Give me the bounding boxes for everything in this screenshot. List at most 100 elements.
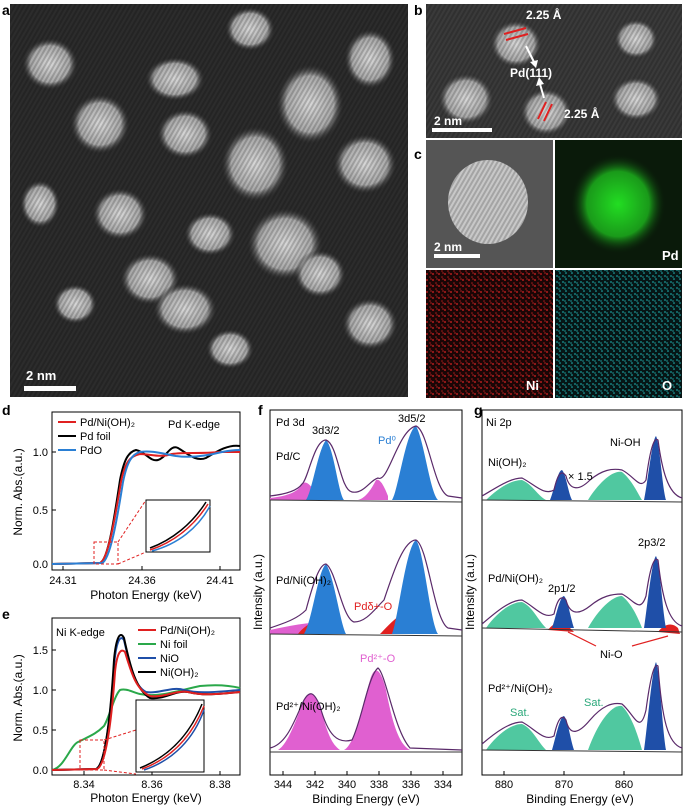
spacing-marker-top [503,27,527,35]
arrow-bottom [539,83,545,99]
panel-letter-a: a [2,2,10,18]
ann-nio: Ni-O [600,649,623,661]
plane-label: Pd(111) [510,66,553,80]
nanoparticle-field [10,4,408,397]
xtick-d-2: 24.41 [206,575,234,587]
peak-pdc-52 [392,426,438,500]
map-label-pd: Pd [662,248,679,263]
peak-label-52: 3d5/2 [398,413,426,425]
ytick-e-3: 1.5 [33,645,48,657]
eds-maps-c: 2 nm Pd Ni O [426,140,682,398]
xlabel-d: Photon Energy (keV) [90,588,201,602]
panel-letter-b: b [414,2,423,18]
xtick-g-0: 880 [495,779,513,791]
sample-g-1: Pd/Ni(OH)₂ [488,573,543,585]
ann-2p12: 2p1/2 [548,583,576,595]
legend-d-0: Pd/Ni(OH)₂ [80,417,135,429]
xtick-f-5: 334 [434,779,452,791]
scalebar-label-a: 2 nm [26,368,57,383]
xtick-d-1: 24.36 [128,575,156,587]
scalebar-b [432,128,492,132]
ylabel-d: Norm. Abs.(a.u.) [11,448,25,535]
xtick-e-0: 8.34 [73,779,94,791]
legend-d-2: PdO [80,445,102,457]
edge-label-d: Pd K-edge [168,419,220,431]
haadf-image-a: 2 nm [10,4,408,397]
xtick-e-2: 8.38 [209,779,230,791]
inset-region-e [79,739,105,771]
ann-pd2: Pd²⁺-O [360,653,396,665]
legend-e-3: Ni(OH)₂ [160,667,198,679]
ann-pd0: Pd⁰ [378,435,396,447]
ann-nioh: Ni-OH [610,437,641,449]
title-f: Pd 3d [276,417,305,429]
xtick-f-3: 338 [370,779,388,791]
curve-pd-foil [51,444,241,565]
panel-letter-d: d [2,402,11,418]
xtick-f-4: 336 [402,779,420,791]
inset-d [145,499,211,553]
scalebar-a [24,386,76,391]
spacing-label-bottom: 2.25 Å [564,107,600,121]
sample-f-2: Pd²⁺/Ni(OH)₂ [276,701,340,713]
ylabel-e: Norm. Abs.(a.u.) [11,654,25,741]
scalebar-c [434,254,480,258]
ytick-e-1: 0.5 [33,725,48,737]
ni-map [426,270,553,398]
sample-g-0: Ni(OH)₂ [488,457,526,469]
ytick-d-0: 0.0 [33,559,48,571]
spacing-marker-bottom [537,101,547,120]
spacing-label-top: 2.25 Å [526,8,562,22]
ann-pddelta: Pdδ+-O [354,601,393,613]
xtick-g-2: 860 [615,779,633,791]
peak-pd2-52 [344,670,410,750]
peak-pd2-ni [644,662,666,750]
scalebar-label-c: 2 nm [434,240,463,254]
xtick-e-1: 8.36 [141,779,162,791]
xtick-d-0: 24.31 [49,575,77,587]
eds-map-grid [426,140,682,398]
panel-letter-e: e [2,606,10,622]
peak-label-32: 3d3/2 [312,425,340,437]
legend-e-0: Pd/Ni(OH)₂ [160,625,215,637]
panel-letter-c: c [414,146,422,162]
xanes-pd-chart: 0.0 0.5 1.0 24.31 24.36 24.41 Photon Ene… [11,411,241,602]
ann-sat-2: Sat. [584,697,604,709]
map-label-ni: Ni [526,378,539,393]
title-g: Ni 2p [486,417,512,429]
peak-pd2-32 [278,693,340,750]
edge-label-e: Ni K-edge [56,627,105,639]
peak-nioh-top [644,436,666,500]
xps-pd3d-chart: 344 342 340 338 336 334 Binding Energy (… [251,409,463,806]
legend-e-2: NiO [160,653,179,665]
ytick-e-2: 1.0 [33,685,48,697]
legend-d-1: Pd foil [80,431,111,443]
o-map [555,270,682,398]
ytick-d-1: 0.5 [33,505,48,517]
panel-letter-g: g [474,402,483,418]
panel-letter-f: f [258,402,263,418]
xanes-ni-chart: 0.0 0.5 1.0 1.5 8.34 8.36 8.38 Photon En… [11,617,241,805]
ylabel-f: Intensity (a.u.) [251,554,265,630]
inset-region-d [93,541,119,565]
curve-ni-foil [51,684,241,771]
curve-pdo [51,449,241,565]
xtick-f-0: 344 [274,779,292,791]
nanoparticle-lattice [426,4,682,138]
ytick-d-2: 1.0 [33,447,48,459]
curve-pd-nioh2-ni [51,649,241,771]
xlabel-f: Binding Energy (eV) [312,792,419,806]
legend-e-1: Ni foil [160,639,188,651]
hrtem-image-b: 2.25 Å Pd(111) 2.25 Å 2 nm [426,4,682,138]
scalebar-label-b: 2 nm [434,114,463,128]
inset-e [135,699,205,773]
ann-sat-1: Sat. [510,707,530,719]
xtick-f-2: 340 [338,779,356,791]
ann-x15: × 1.5 [568,471,593,483]
sample-f-0: Pd/C [276,451,301,463]
sample-g-2: Pd²⁺/Ni(OH)₂ [488,683,552,695]
xps-ni2p-chart: 880 870 860 Binding Energy (eV) Intensit… [463,409,683,806]
ylabel-g: Intensity (a.u.) [463,554,477,630]
map-label-o: O [662,378,673,393]
ann-2p32: 2p3/2 [638,537,666,549]
